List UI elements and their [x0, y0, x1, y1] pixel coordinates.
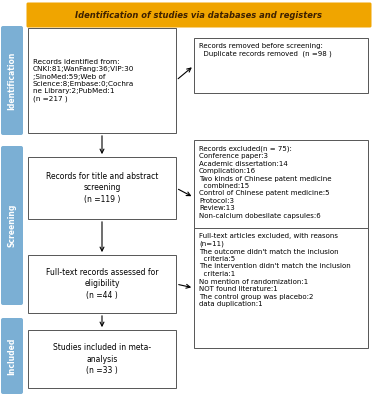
FancyBboxPatch shape [194, 228, 368, 348]
Text: Included: Included [7, 337, 16, 375]
Text: Records for title and abstract
screening
(n =119 ): Records for title and abstract screening… [46, 172, 158, 204]
FancyBboxPatch shape [28, 330, 176, 388]
Text: Full-text records assessed for
eligibility
(n =44 ): Full-text records assessed for eligibili… [46, 268, 158, 300]
Text: Screening: Screening [7, 204, 16, 247]
FancyBboxPatch shape [27, 2, 371, 28]
FancyBboxPatch shape [1, 26, 23, 135]
FancyBboxPatch shape [194, 140, 368, 255]
Text: Records excluded(n = 75):
Conference paper:3
Academic dissertation:14
Complicati: Records excluded(n = 75): Conference pap… [199, 145, 331, 219]
Text: Full-text articles excluded, with reasons
(n=11)
The outcome didn't match the in: Full-text articles excluded, with reason… [199, 233, 351, 307]
Text: Records identified from:
CNKI:81;WanFang:36;VIP:30
;SinoMed:59;Web of
Science:8;: Records identified from: CNKI:81;WanFang… [33, 59, 134, 103]
Text: Studies included in meta-
analysis
(n =33 ): Studies included in meta- analysis (n =3… [53, 343, 151, 375]
FancyBboxPatch shape [28, 157, 176, 219]
FancyBboxPatch shape [1, 318, 23, 394]
Text: Identification of studies via databases and registers: Identification of studies via databases … [76, 10, 322, 20]
FancyBboxPatch shape [28, 28, 176, 133]
FancyBboxPatch shape [1, 146, 23, 305]
FancyBboxPatch shape [194, 38, 368, 93]
FancyBboxPatch shape [28, 255, 176, 313]
Text: Identification: Identification [7, 51, 16, 110]
Text: Records removed before screening:
  Duplicate records removed  (n =98 ): Records removed before screening: Duplic… [199, 43, 332, 57]
